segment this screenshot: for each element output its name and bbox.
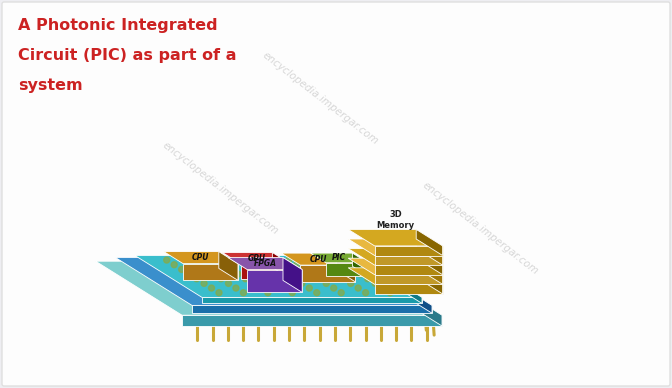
Polygon shape [182,315,442,326]
Text: CPU: CPU [192,253,210,262]
Circle shape [171,262,177,268]
Polygon shape [348,268,443,284]
Circle shape [274,281,280,286]
Circle shape [380,285,386,291]
Circle shape [294,262,300,268]
Circle shape [203,267,209,272]
Text: IO: IO [392,265,402,274]
Polygon shape [283,258,302,293]
Polygon shape [348,258,443,275]
Polygon shape [219,251,238,281]
Polygon shape [192,305,432,313]
Polygon shape [336,253,355,282]
Polygon shape [241,264,290,279]
Polygon shape [416,258,443,284]
Circle shape [235,271,241,277]
Text: Circuit (PIC) as part of a: Circuit (PIC) as part of a [18,48,237,63]
Polygon shape [115,257,432,305]
Polygon shape [348,229,443,246]
Circle shape [308,271,314,277]
Text: encyclopedia.impergar.com: encyclopedia.impergar.com [260,50,380,146]
Circle shape [261,257,267,263]
Circle shape [276,267,282,272]
Polygon shape [228,258,302,270]
Polygon shape [374,246,443,256]
Circle shape [318,262,324,268]
Circle shape [290,290,295,296]
Polygon shape [416,239,443,265]
Circle shape [338,290,344,296]
Polygon shape [164,251,238,263]
Circle shape [342,262,348,268]
Text: CPU: CPU [310,255,327,263]
Circle shape [284,271,290,277]
Polygon shape [326,263,368,276]
Circle shape [212,257,218,263]
Circle shape [363,290,369,296]
Text: system: system [18,78,83,93]
Circle shape [355,285,361,291]
Circle shape [259,271,265,277]
Circle shape [237,257,243,263]
Circle shape [233,285,239,291]
Text: GPU: GPU [247,254,265,263]
Polygon shape [247,270,302,293]
Polygon shape [348,249,443,265]
Circle shape [333,271,339,277]
Polygon shape [300,265,355,282]
Circle shape [347,281,353,286]
Text: encyclopedia.impergar.com: encyclopedia.impergar.com [160,140,280,236]
Text: PIC: PIC [332,253,346,262]
Polygon shape [95,261,442,315]
Circle shape [218,276,224,282]
Polygon shape [222,253,290,264]
Text: encyclopedia.impergar.com: encyclopedia.impergar.com [420,180,540,276]
Polygon shape [412,263,430,289]
Circle shape [179,267,185,272]
Circle shape [365,276,371,282]
Polygon shape [348,239,443,256]
Circle shape [164,257,170,263]
Polygon shape [374,284,443,294]
Circle shape [316,276,322,282]
Circle shape [226,281,231,286]
Polygon shape [382,275,430,289]
Circle shape [216,290,222,296]
Circle shape [331,285,337,291]
Circle shape [196,262,202,268]
Circle shape [301,267,307,272]
Polygon shape [272,253,290,279]
Polygon shape [355,257,432,313]
Polygon shape [374,256,443,265]
Circle shape [267,276,273,282]
Circle shape [387,290,393,296]
Text: package: package [247,284,290,293]
Polygon shape [416,229,443,256]
Circle shape [292,276,297,282]
Circle shape [208,285,214,291]
Circle shape [310,257,317,263]
Polygon shape [183,263,238,281]
Polygon shape [281,253,355,265]
Circle shape [358,271,364,277]
Circle shape [210,271,216,277]
Circle shape [269,262,275,268]
Circle shape [372,281,378,286]
Circle shape [220,262,226,268]
Circle shape [349,267,355,272]
Circle shape [286,257,292,263]
Polygon shape [355,255,422,303]
Polygon shape [202,297,422,303]
Circle shape [243,276,249,282]
Circle shape [186,271,192,277]
Circle shape [250,281,256,286]
Circle shape [299,281,305,286]
Circle shape [188,257,194,263]
Polygon shape [416,268,443,294]
Polygon shape [135,255,422,297]
Text: FPGA: FPGA [253,259,277,268]
Text: Interposer: Interposer [249,277,298,286]
Text: 3D
Memory: 3D Memory [376,210,415,230]
Polygon shape [352,253,368,276]
